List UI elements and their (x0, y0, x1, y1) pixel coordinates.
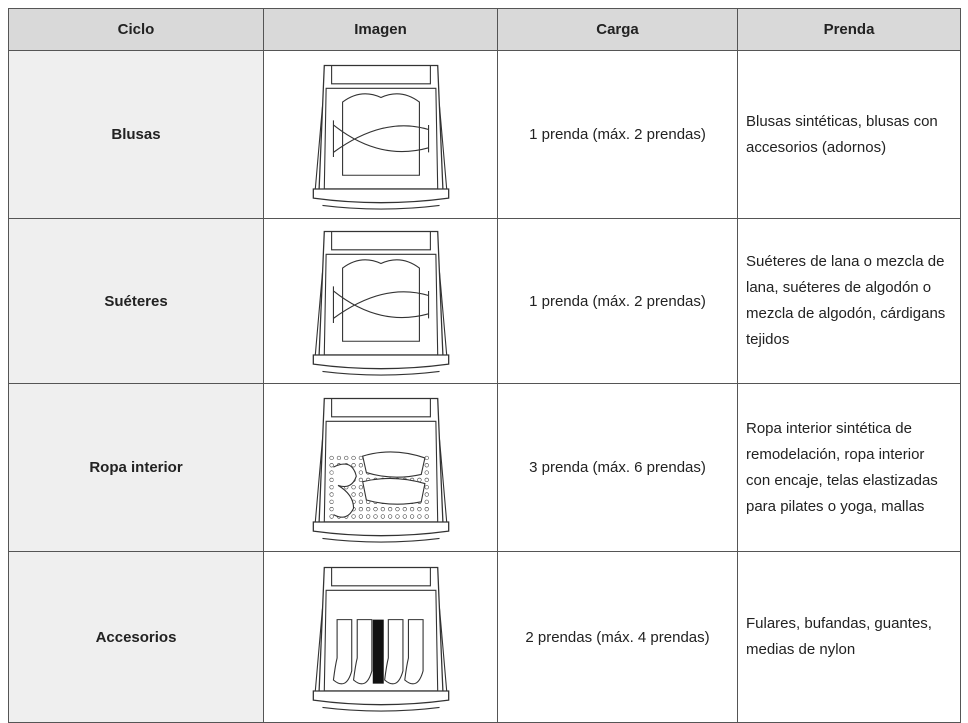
image-cell (263, 551, 498, 723)
table-body: Blusas 1 prenda (máx. 2 prendas) Blusas s… (8, 50, 961, 723)
table-row: Blusas 1 prenda (máx. 2 prendas) Blusas s… (8, 50, 961, 219)
load-cell: 1 prenda (máx. 2 prendas) (497, 50, 738, 219)
image-cell (263, 383, 498, 552)
drawer-illustration (312, 566, 449, 712)
drawer-illustration (312, 230, 449, 376)
header-cell: Prenda (737, 8, 961, 51)
load-cell: 2 prendas (máx. 4 prendas) (497, 551, 738, 723)
drawer-illustration (312, 64, 449, 210)
cycle-cell: Accesorios (8, 551, 264, 723)
table-row: Ropa interior 3 prenda (máx. 6 prendas) R… (8, 383, 961, 552)
cycle-cell: Suéteres (8, 218, 264, 384)
load-cell: 1 prenda (máx. 2 prendas) (497, 218, 738, 384)
load-cell: 3 prenda (máx. 6 prendas) (497, 383, 738, 552)
header-row: Ciclo Imagen Carga Prenda (8, 8, 961, 51)
garment-cell: Fulares, bufandas, guantes, medias de ny… (737, 551, 961, 723)
garment-cell: Ropa interior sintética de remodelación,… (737, 383, 961, 552)
table-row: Suéteres 1 prenda (máx. 2 prendas) Suéter… (8, 218, 961, 384)
cycle-table: Ciclo Imagen Carga Prenda Blusas 1 prend… (8, 8, 961, 723)
image-cell (263, 218, 498, 384)
garment-cell: Suéteres de lana o mezcla de lana, suéte… (737, 218, 961, 384)
cycle-cell: Blusas (8, 50, 264, 219)
drawer-illustration (312, 397, 449, 543)
header-cell: Carga (497, 8, 738, 51)
image-cell (263, 50, 498, 219)
garment-cell: Blusas sintéticas, blusas con accesorios… (737, 50, 961, 219)
header-cell: Imagen (263, 8, 498, 51)
table-row: Accesorios 2 prendas (máx. 4 prendas) Ful… (8, 551, 961, 723)
cycle-cell: Ropa interior (8, 383, 264, 552)
header-cell: Ciclo (8, 8, 264, 51)
